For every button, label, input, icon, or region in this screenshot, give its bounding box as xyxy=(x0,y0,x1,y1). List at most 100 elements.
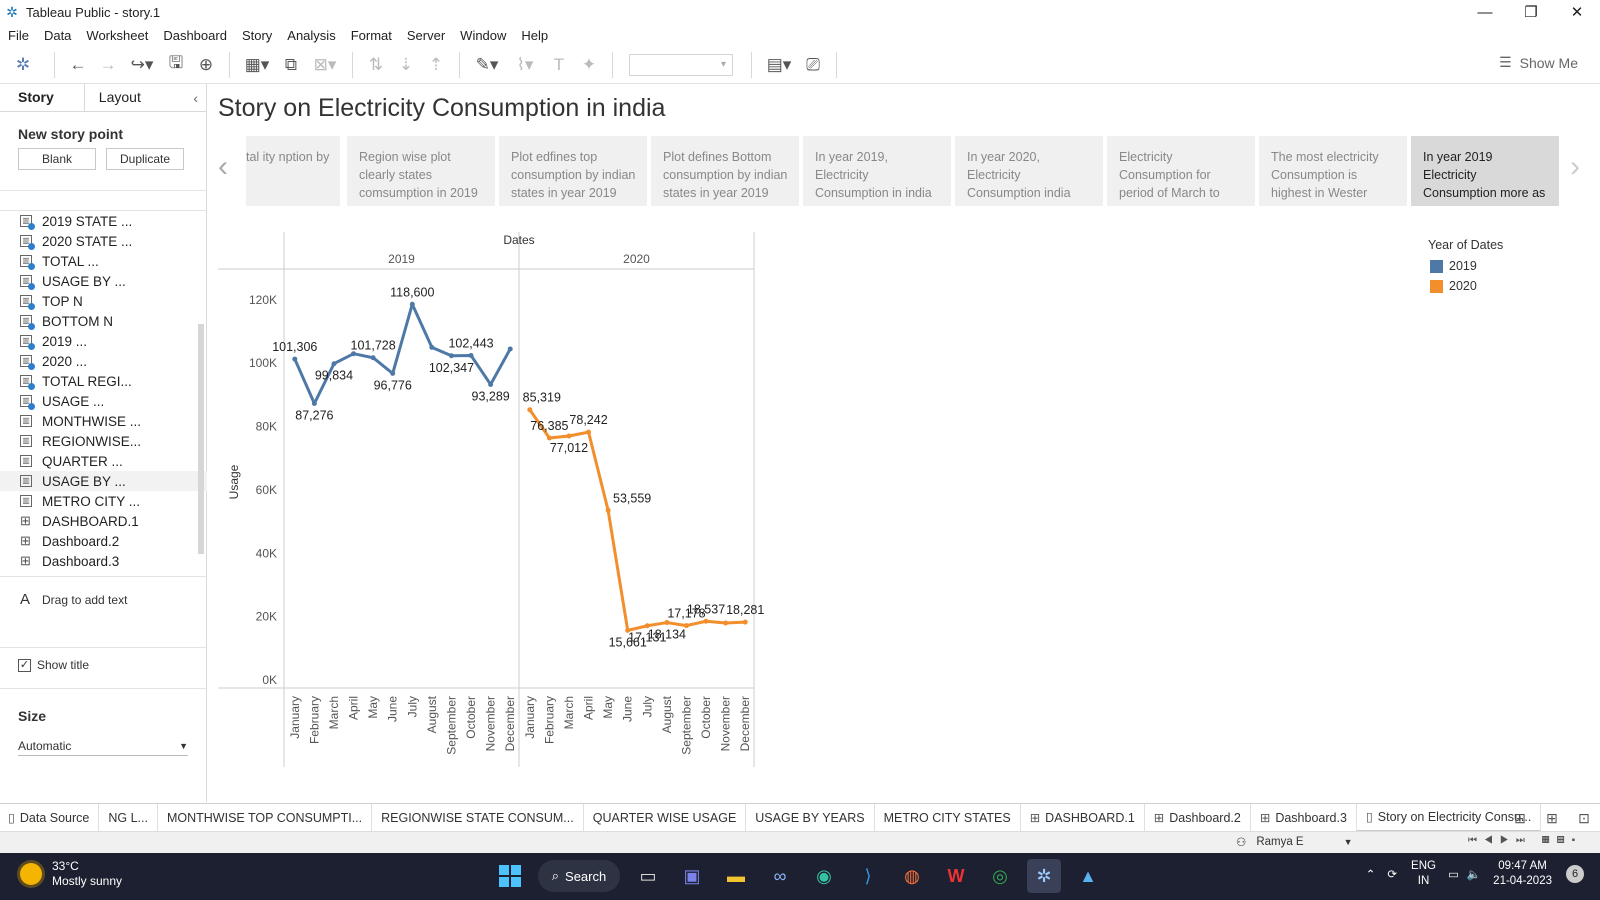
file-explorer-icon[interactable]: ▬ xyxy=(727,865,745,886)
next-point-icon[interactable]: › xyxy=(1570,150,1580,183)
sheet-tab[interactable]: REGIONWISE STATE CONSUM... xyxy=(372,803,584,832)
duplicate-button[interactable]: Duplicate xyxy=(106,148,184,170)
sheet-list-item[interactable]: ▥ USAGE BY ... xyxy=(0,471,207,491)
chevron-up-icon[interactable]: ⌃ xyxy=(1365,869,1376,881)
sort-ascending-icon[interactable]: ⇣ xyxy=(398,54,414,74)
story-point[interactable]: In year 2019, Electricity Consumption in… xyxy=(803,136,951,206)
restore-button[interactable]: ❐ xyxy=(1524,4,1538,21)
sheet-list-item[interactable]: ▥ QUARTER ... xyxy=(0,451,207,471)
sheet-list-item[interactable]: ▥ USAGE ... xyxy=(0,391,207,411)
group-icon[interactable]: ⌇▾ xyxy=(516,54,534,74)
menu-item-story[interactable]: Story xyxy=(241,27,273,43)
story-point[interactable]: In year 2020, Electricity Consumption in… xyxy=(955,136,1103,206)
sheet-tab[interactable]: METRO CITY STATES xyxy=(875,803,1021,832)
sheet-list-item[interactable]: ▥ 2020 ... xyxy=(0,351,207,371)
weather-widget[interactable]: 33°C Mostly sunny xyxy=(20,859,122,889)
notification-badge[interactable]: 6 xyxy=(1566,865,1584,883)
back-icon[interactable]: ← xyxy=(69,54,87,74)
sheet-tab[interactable]: QUARTER WISE USAGE xyxy=(584,803,747,832)
clock[interactable]: 09:47 AM 21-04-2023 xyxy=(1493,859,1552,889)
menu-item-data[interactable]: Data xyxy=(43,27,72,43)
menu-item-analysis[interactable]: Analysis xyxy=(287,27,336,43)
sort-descending-icon[interactable]: ⇡ xyxy=(428,54,444,74)
menu-item-window[interactable]: Window xyxy=(460,27,507,43)
sync-icon[interactable]: ⟳ xyxy=(1387,869,1398,881)
sheet-list-item[interactable]: ▥ BOTTOM N xyxy=(0,311,207,331)
collapse-pane-icon[interactable]: ‹ xyxy=(193,89,198,106)
show-cards-icon[interactable]: ▤▾ xyxy=(766,54,792,74)
sheet-tab[interactable]: ▯ Story on Electricity Consu... xyxy=(1356,803,1542,832)
drag-text-item[interactable]: A Drag to add text xyxy=(20,591,127,608)
show-me-button[interactable]: ☰ Show Me xyxy=(1499,54,1578,71)
task-view-icon[interactable]: ▭ xyxy=(639,865,657,886)
new-dashboard-tab-icon[interactable]: ⊞ xyxy=(1546,809,1558,826)
sheet-list-item[interactable]: ▥ TOTAL ... xyxy=(0,251,207,271)
sheet-tab[interactable]: MONTHWISE TOP CONSUMPTI... xyxy=(158,803,373,832)
edge-icon[interactable]: ◉ xyxy=(816,865,832,886)
photos-icon[interactable]: ▲ xyxy=(1079,865,1097,886)
clear-sheet-icon[interactable]: ⊠▾ xyxy=(313,54,337,74)
sheet-list-item[interactable]: ⊞ Dashboard.3 xyxy=(0,551,207,571)
tab-story[interactable]: Story xyxy=(18,89,54,105)
taskbar-search[interactable]: ⌕ Search xyxy=(538,860,620,892)
pin-icon[interactable]: ✦ xyxy=(581,54,597,74)
redo-replay-icon[interactable]: ↪▾ xyxy=(130,54,154,74)
story-point[interactable]: In year 2019 Electricity Consumption mor… xyxy=(1411,136,1559,206)
chrome-icon[interactable]: ◎ xyxy=(992,865,1008,886)
presentation-mode-icon[interactable]: ⎚ xyxy=(806,54,820,74)
new-story-tab-icon[interactable]: ⊡ xyxy=(1578,809,1590,826)
menu-item-server[interactable]: Server xyxy=(406,27,446,43)
highlight-icon[interactable]: ✎▾ xyxy=(475,54,499,74)
sheet-list-item[interactable]: ▥ TOP N xyxy=(0,291,207,311)
close-button[interactable]: ✕ xyxy=(1570,4,1584,21)
menu-item-dashboard[interactable]: Dashboard xyxy=(163,27,227,43)
sheet-list-item[interactable]: ▥ TOTAL REGI... xyxy=(0,371,207,391)
story-point[interactable]: The most electricity Consumption is high… xyxy=(1259,136,1407,206)
tableau-taskbar-icon[interactable]: ✲ xyxy=(1027,859,1061,893)
sheet-list-item[interactable]: ▥ METRO CITY ... xyxy=(0,491,207,511)
story-point[interactable]: Region wise plot clearly states comsumpt… xyxy=(347,136,495,206)
sheet-list-scrollbar[interactable] xyxy=(198,324,204,554)
label-icon[interactable]: T xyxy=(553,54,565,74)
story-point[interactable]: Plot edfines top consumption by indian s… xyxy=(499,136,647,206)
sheet-list-item[interactable]: ▥ 2020 STATE ... xyxy=(0,231,207,251)
duplicate-sheet-icon[interactable]: ⧉ xyxy=(284,54,298,74)
sheet-tab[interactable]: ⊞ DASHBOARD.1 xyxy=(1021,803,1145,832)
sheet-list-item[interactable]: ▥ REGIONWISE... xyxy=(0,431,207,451)
sheet-list-item[interactable]: ▥ MONTHWISE ... xyxy=(0,411,207,431)
new-worksheet-tab-icon[interactable]: ⊞ xyxy=(1514,809,1526,826)
sheet-tab[interactable]: ⊞ Dashboard.2 xyxy=(1145,803,1251,832)
new-worksheet-icon[interactable]: ▦▾ xyxy=(244,54,270,74)
save-icon[interactable]: 🖫 xyxy=(168,53,184,72)
sheet-list-item[interactable]: ▥ 2019 ... xyxy=(0,331,207,351)
size-dropdown[interactable]: Automatic ▼ xyxy=(18,736,188,756)
new-datasource-icon[interactable]: ⊕ xyxy=(198,54,214,74)
legend-item[interactable]: 2019 xyxy=(1428,256,1503,276)
sheet-tab[interactable]: ⊞ Dashboard.3 xyxy=(1251,803,1357,832)
menu-item-format[interactable]: Format xyxy=(350,27,392,43)
sheet-list-item[interactable]: ⊞ Dashboard.2 xyxy=(0,531,207,551)
swap-icon[interactable]: ⇅ xyxy=(368,54,384,74)
previous-point-icon[interactable]: ‹ xyxy=(218,150,228,183)
wps-office-icon[interactable]: W xyxy=(947,865,965,886)
firefox-icon[interactable]: ◍ xyxy=(904,865,920,886)
vscode-icon[interactable]: ⟩ xyxy=(864,865,872,886)
tableau-home-icon[interactable]: ✲ xyxy=(15,54,31,74)
menu-item-file[interactable]: File xyxy=(8,27,29,43)
sheet-tab[interactable]: USAGE BY YEARS xyxy=(746,803,875,832)
show-title-checkbox[interactable]: ✓ Show title xyxy=(18,658,89,672)
sheet-tab[interactable]: ▯ Data Source xyxy=(0,803,100,832)
menu-item-help[interactable]: Help xyxy=(521,27,549,43)
minimize-button[interactable]: — xyxy=(1477,3,1493,21)
menu-item-worksheet[interactable]: Worksheet xyxy=(86,27,149,43)
tab-layout[interactable]: Layout xyxy=(83,83,194,111)
blank-button[interactable]: Blank xyxy=(18,148,96,170)
sheet-list-item[interactable]: ▥ USAGE BY ... xyxy=(0,271,207,291)
forward-icon[interactable]: → xyxy=(99,54,117,74)
sheet-pager[interactable]: ⏮◀▶⏭ ▦▤▪ xyxy=(1468,835,1583,846)
sheet-tab[interactable]: NG L... xyxy=(99,803,158,832)
sheet-list-item[interactable]: ▥ 2019 STATE ... xyxy=(0,211,207,231)
volume-icon[interactable]: 🔈 xyxy=(1466,869,1482,881)
teams-icon[interactable]: ▣ xyxy=(683,865,701,886)
story-point[interactable]: Electricity Consumption for period of Ma… xyxy=(1107,136,1255,206)
